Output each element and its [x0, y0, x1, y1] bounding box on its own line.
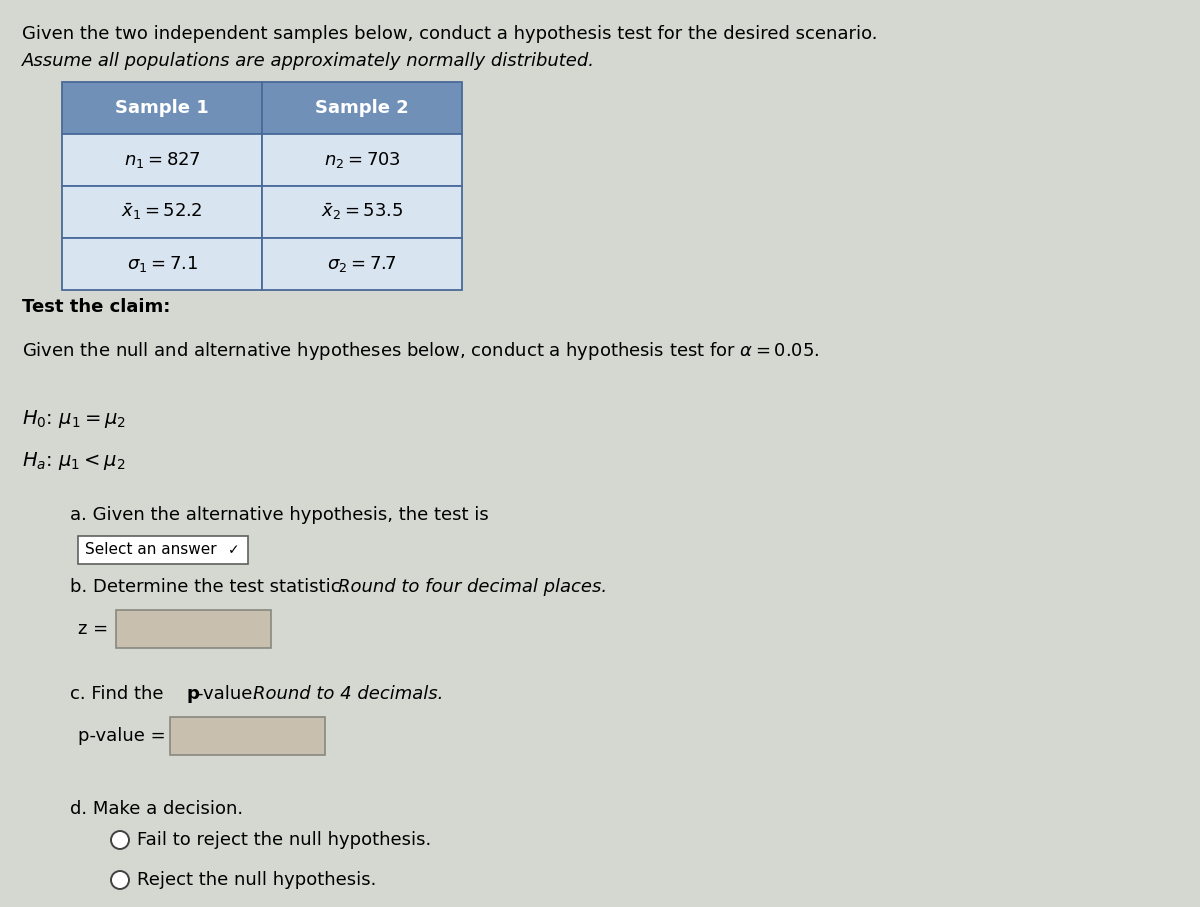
Text: -value.: -value. — [197, 685, 264, 703]
Text: $\bar{x}_1 = 52.2$: $\bar{x}_1 = 52.2$ — [121, 201, 203, 222]
Text: $n_1 = 827$: $n_1 = 827$ — [124, 150, 200, 170]
Bar — [262, 238, 462, 290]
Text: p-value =: p-value = — [78, 727, 166, 745]
Bar — [262, 134, 462, 186]
Bar — [262, 186, 462, 238]
Text: Given the null and alternative hypotheses below, conduct a hypothesis test for $: Given the null and alternative hypothese… — [22, 340, 820, 362]
Bar — [170, 717, 325, 755]
Text: Round to 4 decimals.: Round to 4 decimals. — [253, 685, 443, 703]
Text: Given the two independent samples below, conduct a hypothesis test for the desir: Given the two independent samples below,… — [22, 25, 877, 43]
Text: Round to four decimal places.: Round to four decimal places. — [338, 578, 607, 596]
Text: a. Given the alternative hypothesis, the test is: a. Given the alternative hypothesis, the… — [70, 506, 488, 524]
Bar — [62, 82, 262, 134]
Bar — [62, 134, 262, 186]
Text: Select an answer: Select an answer — [85, 542, 222, 558]
Text: c. Find the: c. Find the — [70, 685, 169, 703]
Text: z =: z = — [78, 620, 108, 638]
Bar — [78, 536, 248, 564]
Text: d. Make a decision.: d. Make a decision. — [70, 800, 244, 818]
Circle shape — [112, 871, 130, 889]
Circle shape — [112, 831, 130, 849]
Text: $\sigma_1 = 7.1$: $\sigma_1 = 7.1$ — [126, 254, 198, 274]
Bar — [116, 610, 271, 648]
Text: Reject the null hypothesis.: Reject the null hypothesis. — [137, 871, 377, 889]
Text: $n_2 = 703$: $n_2 = 703$ — [324, 150, 401, 170]
Text: Test the claim:: Test the claim: — [22, 298, 170, 316]
Bar — [62, 186, 262, 238]
Text: Fail to reject the null hypothesis.: Fail to reject the null hypothesis. — [137, 831, 431, 849]
Text: Sample 2: Sample 2 — [316, 99, 409, 117]
Text: ✓: ✓ — [228, 543, 240, 557]
Text: p: p — [187, 685, 200, 703]
Text: b. Determine the test statistic.: b. Determine the test statistic. — [70, 578, 352, 596]
Text: Sample 1: Sample 1 — [115, 99, 209, 117]
Text: $H_a$: $\mu_1 < \mu_2$: $H_a$: $\mu_1 < \mu_2$ — [22, 450, 126, 472]
Text: $H_0$: $\mu_1 = \mu_2$: $H_0$: $\mu_1 = \mu_2$ — [22, 408, 126, 430]
Text: Assume all populations are approximately normally distributed.: Assume all populations are approximately… — [22, 52, 595, 70]
Bar — [262, 82, 462, 134]
Bar — [62, 238, 262, 290]
Text: $\sigma_2 = 7.7$: $\sigma_2 = 7.7$ — [328, 254, 397, 274]
Text: $\bar{x}_2 = 53.5$: $\bar{x}_2 = 53.5$ — [320, 201, 403, 222]
